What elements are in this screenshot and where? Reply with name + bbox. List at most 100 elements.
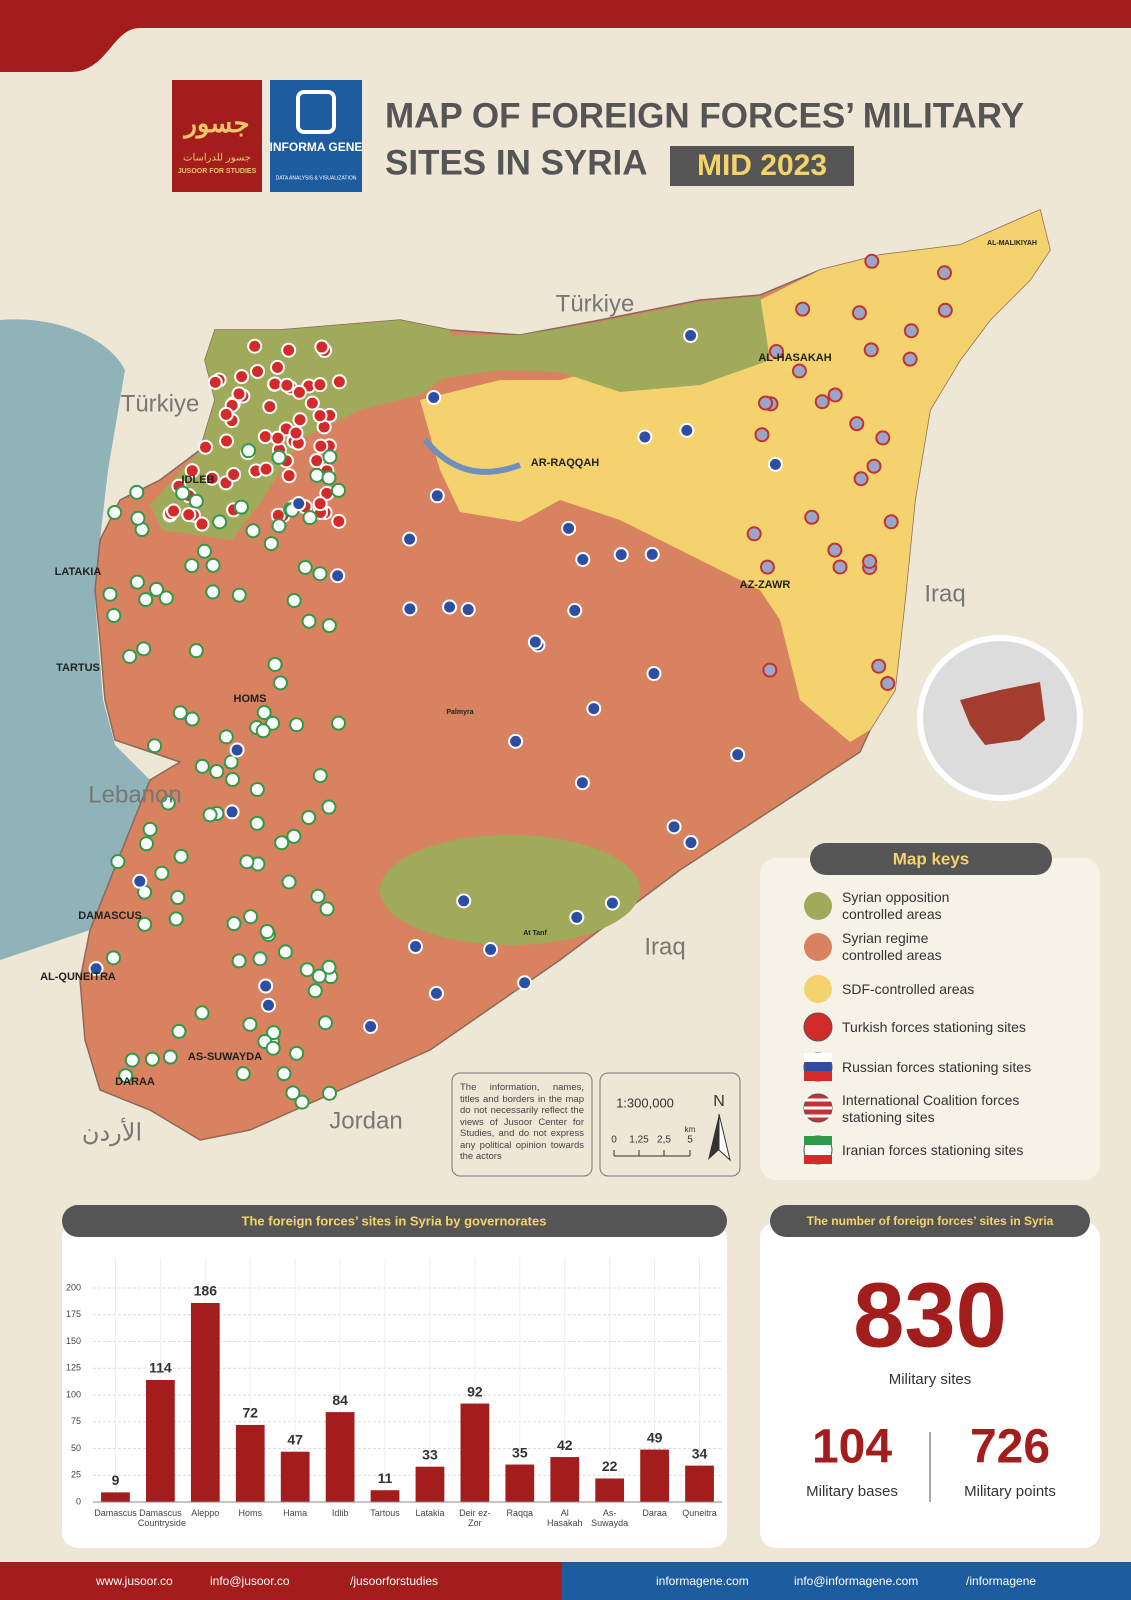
logo-text: جسور للدراسات <box>183 153 251 164</box>
site-marker <box>312 408 328 424</box>
site-marker <box>233 499 249 515</box>
y-tick-label: 0 <box>76 1496 81 1506</box>
site-marker <box>304 395 320 411</box>
site-marker <box>309 453 325 469</box>
site-marker <box>402 531 418 547</box>
site-marker <box>144 1051 160 1067</box>
site-marker <box>231 953 247 969</box>
site-marker <box>331 513 347 529</box>
site-marker <box>814 394 830 410</box>
value-label: 34 <box>692 1445 708 1461</box>
x-tick-label: Tartous <box>370 1508 400 1518</box>
site-marker <box>567 602 583 618</box>
site-marker <box>256 705 272 721</box>
value-label: 33 <box>422 1446 438 1462</box>
city-label: IDLEB <box>182 474 215 486</box>
site-marker <box>223 754 239 770</box>
bar <box>370 1490 400 1502</box>
site-marker <box>312 377 328 393</box>
y-tick-label: 175 <box>66 1309 81 1319</box>
site-marker <box>138 836 154 852</box>
y-tick-label: 100 <box>66 1389 81 1399</box>
site-marker <box>322 449 338 465</box>
city-label: DARAA <box>115 1076 155 1088</box>
site-marker <box>862 553 878 569</box>
bar <box>101 1492 130 1502</box>
site-marker <box>267 376 283 392</box>
site-marker <box>321 959 337 975</box>
site-marker <box>138 592 154 608</box>
key-label: Turkish forces stationing sites <box>842 1019 1026 1035</box>
x-tick-label: Quneitra <box>682 1508 717 1518</box>
city-label: AL-MALIKIYAH <box>987 240 1037 247</box>
site-marker <box>302 510 318 526</box>
x-tick-label: Homs <box>238 1508 262 1518</box>
bar <box>146 1380 175 1502</box>
site-marker <box>249 782 265 798</box>
x-tick-label: Aleppo <box>191 1508 220 1518</box>
site-marker <box>795 301 811 317</box>
site-marker <box>408 939 424 955</box>
north-arrow <box>708 1114 719 1160</box>
badge-text: MID 2023 <box>697 149 827 182</box>
bar <box>460 1403 490 1502</box>
site-marker <box>129 574 145 590</box>
key-label: Iranian forces stationing sites <box>842 1142 1024 1158</box>
site-marker <box>569 909 585 925</box>
site-marker <box>271 449 287 465</box>
site-marker <box>758 395 774 411</box>
site-marker <box>194 516 210 532</box>
site-marker <box>313 438 329 454</box>
key-swatch <box>804 1155 832 1164</box>
logo-jusoor <box>172 80 262 192</box>
site-marker <box>281 468 297 484</box>
site-marker <box>679 422 695 438</box>
site-marker <box>849 416 865 432</box>
key-swatch <box>804 975 832 1003</box>
badge <box>670 146 854 186</box>
site-marker <box>281 342 297 358</box>
bar-chart: 0 25 50 75 100 125 150 175 200 9 114 186 72 47 84 11 33 9… <box>66 1258 722 1506</box>
summary-title: The number of foreign forces’ sites in S… <box>807 1214 1054 1228</box>
footer-link: /informagene <box>966 1574 1036 1588</box>
summary-panel <box>760 1222 1100 1548</box>
scale-tick-label: 5 <box>687 1135 693 1146</box>
site-marker <box>330 482 346 498</box>
logo-text: JUSOOR FOR STUDIES <box>178 168 257 175</box>
site-marker <box>791 363 807 379</box>
site-marker <box>363 1019 379 1035</box>
site-marker <box>218 729 234 745</box>
site-marker <box>196 543 212 559</box>
site-marker <box>279 377 295 393</box>
site-marker <box>102 586 118 602</box>
site-marker <box>331 715 347 731</box>
site-marker <box>331 374 347 390</box>
site-marker <box>162 1049 178 1065</box>
north-label: N <box>713 1093 725 1110</box>
value-label: 92 <box>467 1383 483 1399</box>
site-marker <box>527 634 543 650</box>
site-marker <box>184 711 200 727</box>
site-marker <box>219 433 235 449</box>
site-marker <box>319 901 335 917</box>
country-label: Iraq <box>924 580 965 607</box>
site-marker <box>759 559 775 575</box>
title: MAP OF FOREIGN FORCES’ MILITARY <box>385 96 1024 135</box>
x-tick-label: Hama <box>283 1508 308 1518</box>
site-marker <box>875 430 891 446</box>
key-label: Syrian regime controlled areas <box>842 930 942 963</box>
site-marker <box>181 507 197 523</box>
value-label: 35 <box>512 1444 528 1460</box>
site-marker <box>851 305 867 321</box>
logo-text: INFORMA GENE <box>270 140 363 154</box>
site-marker <box>321 618 337 634</box>
x-tick-label: Damascus <box>94 1508 137 1518</box>
city-label: AL-QUNEITRA <box>40 971 116 983</box>
x-tick-label: Idlib <box>331 1508 349 1518</box>
site-marker <box>266 1025 282 1041</box>
site-marker <box>456 893 472 909</box>
city-label: AR-RAQQAH <box>531 457 599 469</box>
scale-tick-label: 2,5 <box>657 1135 671 1146</box>
value-label: 22 <box>602 1458 618 1474</box>
